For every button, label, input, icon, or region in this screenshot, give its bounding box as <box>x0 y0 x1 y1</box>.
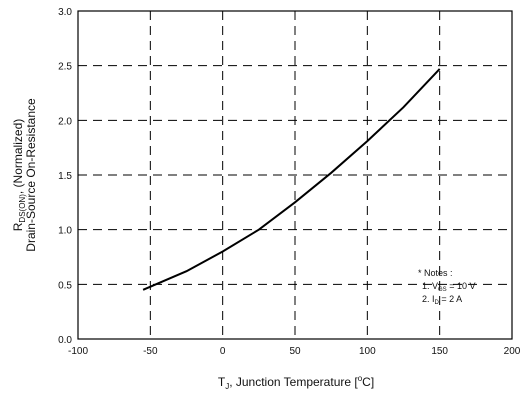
y-tick-label: 2.0 <box>58 116 72 127</box>
x-tick-label: 100 <box>359 346 376 357</box>
gridlines <box>78 11 512 339</box>
y-tick-label: 0.5 <box>58 280 72 291</box>
notes-line1: 1. VGS = 10 V <box>422 281 475 293</box>
x-ticks: -100 -50 0 50 100 150 200 <box>68 346 521 357</box>
x-axis-title: TJ, Junction Temperature [oC] <box>218 374 374 391</box>
y-axis-title-line2: Drain-Source On-Resistance <box>24 98 38 252</box>
series-line <box>142 68 441 291</box>
y-tick-label: 0.0 <box>58 335 72 346</box>
x-tick-label: -100 <box>68 346 88 357</box>
plot-frame <box>77 10 513 340</box>
x-tick-label: 200 <box>504 346 521 357</box>
notes-title: * Notes : <box>418 268 453 278</box>
x-tick-label: 50 <box>289 346 301 357</box>
x-tick-label: 150 <box>431 346 448 357</box>
y-axis-title-line1: RDS(ON), (Normalized) <box>11 119 27 231</box>
x-tick-label: 0 <box>220 346 226 357</box>
x-tick-label: -50 <box>143 346 158 357</box>
y-tick-label: 3.0 <box>58 7 72 18</box>
y-tick-label: 2.5 <box>58 62 72 73</box>
y-tick-label: 1.5 <box>58 171 72 182</box>
notes-box: * Notes : 1. VGS = 10 V 2. ID = 2 A <box>418 268 475 306</box>
notes-line2: 2. ID = 2 A <box>422 294 462 306</box>
y-tick-label: 1.0 <box>58 226 72 237</box>
y-ticks: 0.0 0.5 1.0 1.5 2.0 2.5 3.0 <box>58 7 72 346</box>
